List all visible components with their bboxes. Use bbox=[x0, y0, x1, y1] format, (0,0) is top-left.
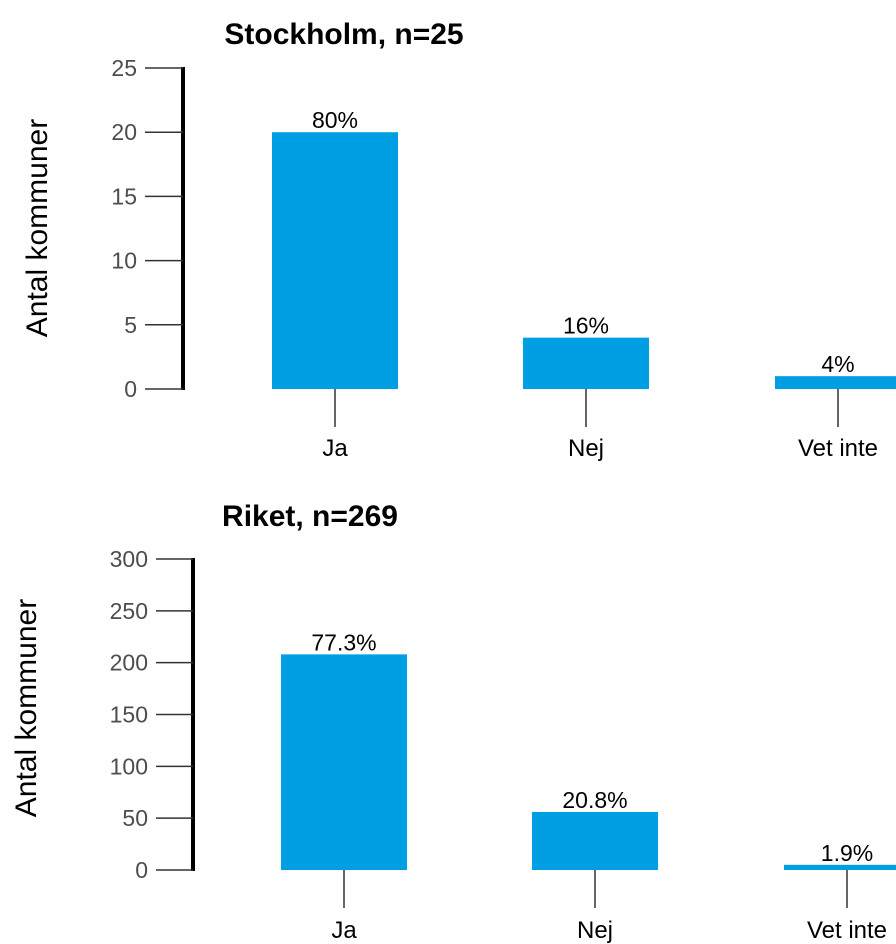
data-label: 20.8% bbox=[562, 787, 627, 813]
y-axis-label: Antal kommuner bbox=[10, 599, 43, 817]
data-label: 1.9% bbox=[821, 840, 873, 866]
bar-nej bbox=[523, 337, 649, 389]
y-tick-label: 10 bbox=[111, 248, 137, 274]
bar-vet-inte bbox=[784, 864, 896, 870]
y-tick-label: 15 bbox=[111, 183, 137, 209]
bar-nej bbox=[532, 811, 658, 870]
y-tick-label: 150 bbox=[110, 702, 148, 728]
x-tick-label: Ja bbox=[331, 917, 357, 944]
chart-title: Riket, n=269 bbox=[222, 500, 398, 533]
y-tick-label: 5 bbox=[124, 312, 137, 338]
y-tick-label: 100 bbox=[110, 753, 148, 779]
x-tick-label: Vet inte bbox=[807, 917, 887, 944]
bar-ja bbox=[281, 654, 407, 870]
data-label: 16% bbox=[563, 313, 609, 339]
x-tick-label: Ja bbox=[322, 435, 348, 462]
y-axis-label: Antal kommuner bbox=[21, 119, 54, 337]
data-label: 80% bbox=[312, 107, 358, 133]
chart-panel-stockholm: Stockholm, n=25 Antal kommuner 0 5 10 15 20 2… bbox=[21, 18, 896, 462]
y-tick-label: 0 bbox=[135, 857, 148, 883]
y-tick-label: 250 bbox=[110, 598, 148, 624]
chart-title: Stockholm, n=25 bbox=[224, 18, 463, 51]
data-label: 77.3% bbox=[311, 629, 376, 655]
y-tick-label: 200 bbox=[110, 650, 148, 676]
y-tick-label: 25 bbox=[111, 55, 137, 81]
x-tick-label: Vet inte bbox=[798, 435, 878, 462]
x-tick-label: Nej bbox=[568, 435, 604, 462]
data-label: 4% bbox=[821, 351, 854, 377]
chart-panel-riket: Riket, n=269 Antal kommuner 0 50 100 150 200… bbox=[10, 500, 896, 944]
x-tick-label: Nej bbox=[577, 917, 613, 944]
y-tick-label: 50 bbox=[122, 805, 148, 831]
bar-ja bbox=[272, 132, 398, 389]
y-tick-label: 20 bbox=[111, 119, 137, 145]
y-tick-label: 300 bbox=[110, 546, 148, 572]
bar-vet-inte bbox=[775, 376, 896, 389]
y-tick-label: 0 bbox=[124, 376, 137, 402]
